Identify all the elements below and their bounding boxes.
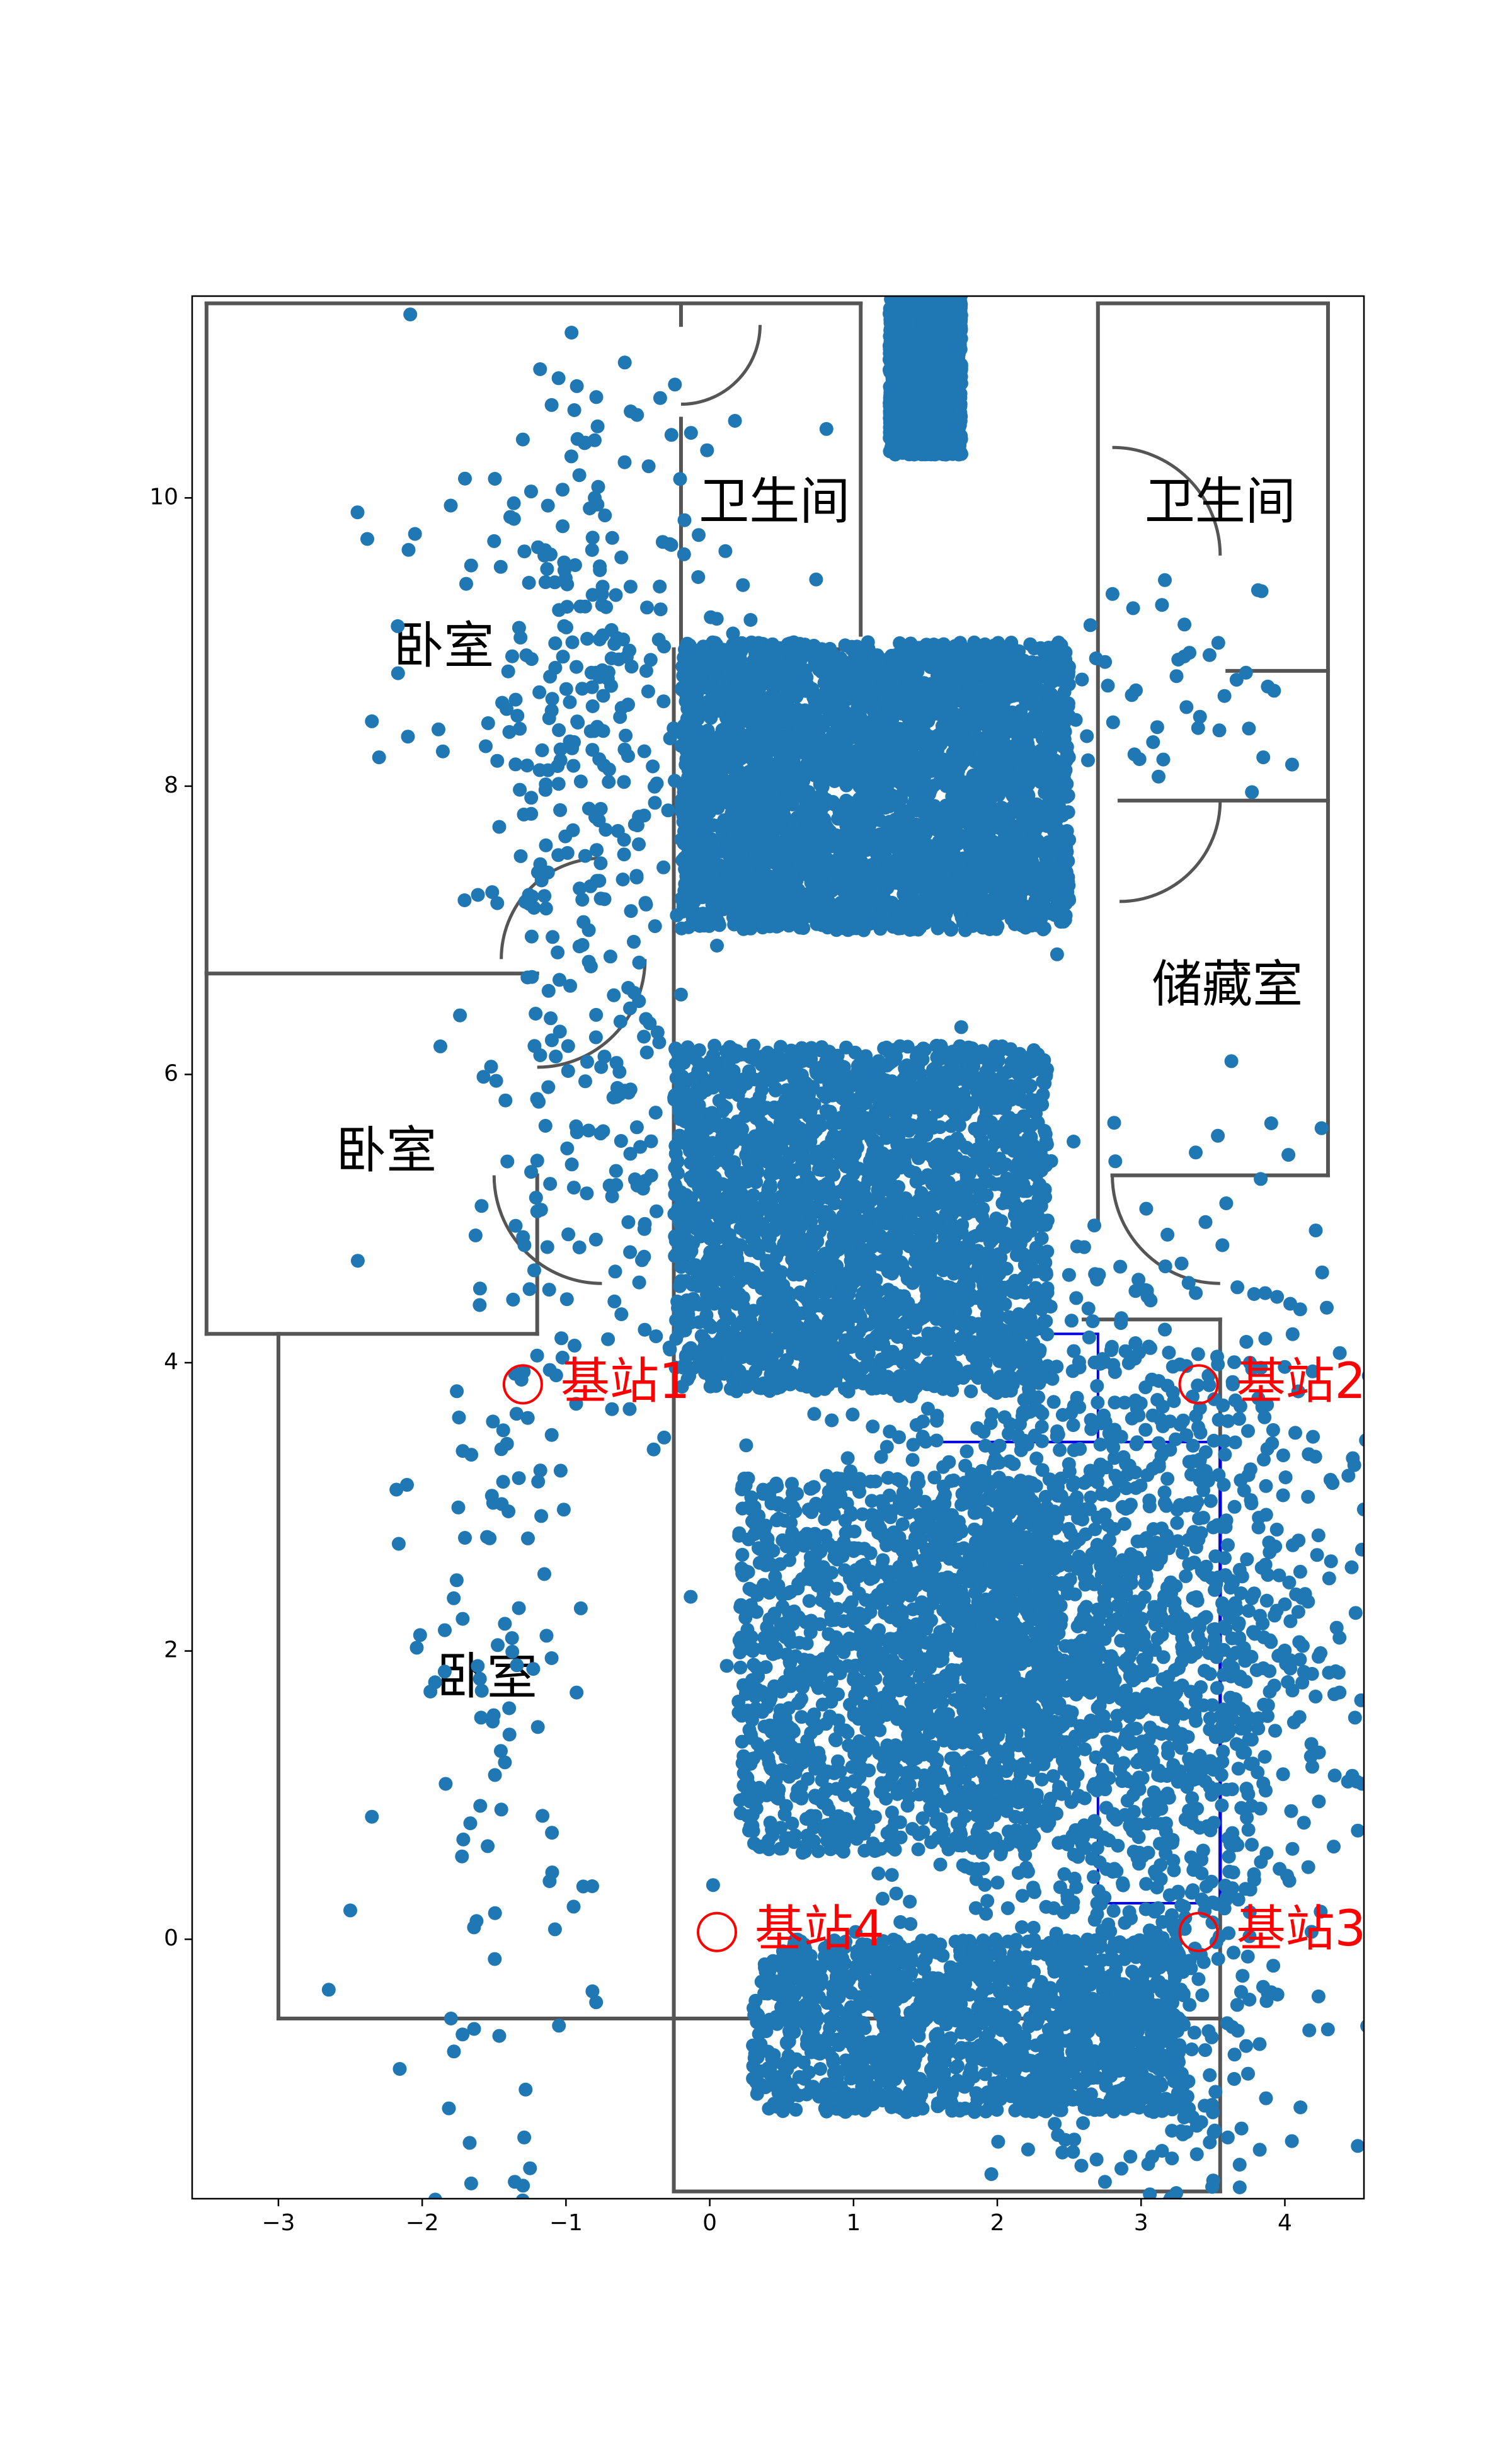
scatter-point xyxy=(900,433,915,447)
door-arc xyxy=(500,856,602,959)
door-arc xyxy=(537,959,647,1069)
room-label: 卫生间 xyxy=(1145,472,1296,531)
room-label: 卧室 xyxy=(336,1121,437,1179)
scatter-point xyxy=(921,406,936,421)
scatter-point xyxy=(912,388,927,403)
door-arc xyxy=(1111,1175,1220,1285)
room-label: 卫生间 xyxy=(699,472,850,531)
scatter-point xyxy=(931,427,945,441)
scatter-point xyxy=(895,384,909,398)
room-label: 卧室 xyxy=(437,1647,537,1705)
scatter-point xyxy=(933,350,948,364)
scatter-point xyxy=(917,315,931,329)
door-arc xyxy=(680,324,762,406)
scatter-point xyxy=(898,345,912,359)
door-arc xyxy=(1120,800,1222,903)
room-label: 卧室 xyxy=(393,616,494,675)
scatter-point xyxy=(948,346,962,360)
scatter-point xyxy=(883,420,897,435)
scatter-point xyxy=(916,420,931,435)
scatter-point xyxy=(885,440,899,454)
scatter-point xyxy=(951,314,965,329)
scatter-point xyxy=(885,350,899,364)
scatter-points xyxy=(321,296,1364,2199)
scatter-point xyxy=(943,425,958,440)
door-arc xyxy=(1112,445,1222,556)
scatter-point xyxy=(898,359,913,374)
scatter-point xyxy=(910,444,924,458)
scatter-point xyxy=(903,418,918,432)
scatter-point xyxy=(951,382,965,397)
scatter-point xyxy=(941,365,955,379)
scatter-point xyxy=(951,437,966,452)
scatter-point xyxy=(910,296,924,309)
scatter-point xyxy=(893,307,908,322)
scatter-point xyxy=(939,390,953,404)
scatter-point xyxy=(919,353,933,367)
scatter-point xyxy=(953,362,967,376)
scatter-point xyxy=(934,445,949,460)
scatter-point xyxy=(922,334,937,348)
scatter-point xyxy=(936,323,949,338)
scatter-point xyxy=(891,396,906,411)
room-label: 储藏室 xyxy=(1152,955,1303,1014)
